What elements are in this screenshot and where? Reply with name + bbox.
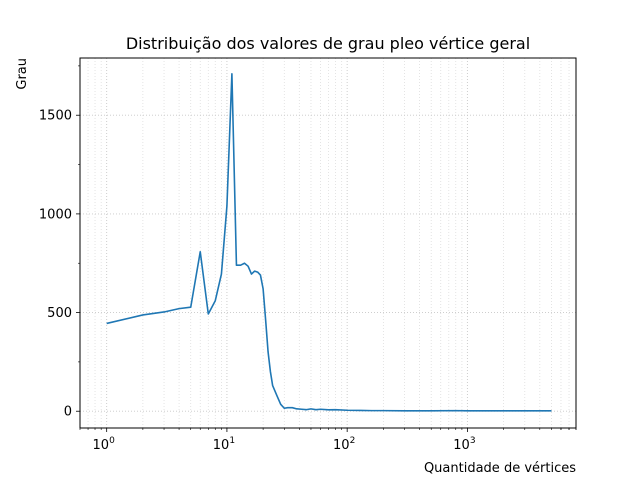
series-layer — [106, 72, 552, 412]
y-tick-label: 1500 — [39, 109, 72, 124]
x-axis-label: Quantidade de vértices — [424, 461, 576, 476]
y-tick-label: 0 — [64, 405, 72, 420]
y-tick-label: 1000 — [39, 207, 72, 222]
plot-frame — [79, 57, 577, 429]
chart-title: Distribuição dos valores de grau pleo vé… — [126, 34, 530, 53]
y-tick-label: 500 — [47, 306, 72, 321]
y-axis-label: Grau — [15, 58, 30, 90]
series-line — [106, 72, 552, 412]
